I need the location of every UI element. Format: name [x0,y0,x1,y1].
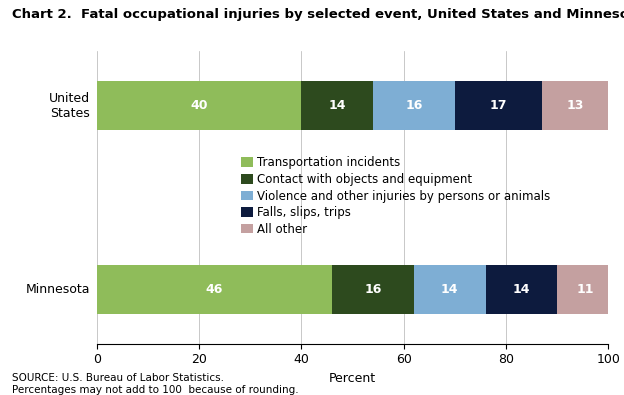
Text: 16: 16 [364,283,382,296]
Bar [97,81,301,130]
Bar [332,265,414,314]
Bar [414,265,485,314]
Text: SOURCE: U.S. Bureau of Labor Statistics.
Percentages may not add to 100  because: SOURCE: U.S. Bureau of Labor Statistics.… [12,373,299,395]
Legend: Transportation incidents, Contact with objects and equipment, Violence and other: Transportation incidents, Contact with o… [241,156,550,236]
Text: 46: 46 [206,283,223,296]
Text: 17: 17 [490,99,507,112]
Text: 40: 40 [190,99,208,112]
Bar [542,81,608,130]
Text: 13: 13 [567,99,584,112]
Text: 11: 11 [577,283,594,296]
Bar [557,265,613,314]
Text: Chart 2.  Fatal occupational injuries by selected event, United States and Minne: Chart 2. Fatal occupational injuries by … [12,8,624,21]
Bar [373,81,455,130]
Text: 14: 14 [328,99,346,112]
Bar [301,81,373,130]
Text: 14: 14 [513,283,530,296]
Text: 16: 16 [405,99,422,112]
Bar [97,265,332,314]
X-axis label: Percent: Percent [329,372,376,385]
Bar [455,81,542,130]
Bar [485,265,557,314]
Text: 14: 14 [441,283,459,296]
